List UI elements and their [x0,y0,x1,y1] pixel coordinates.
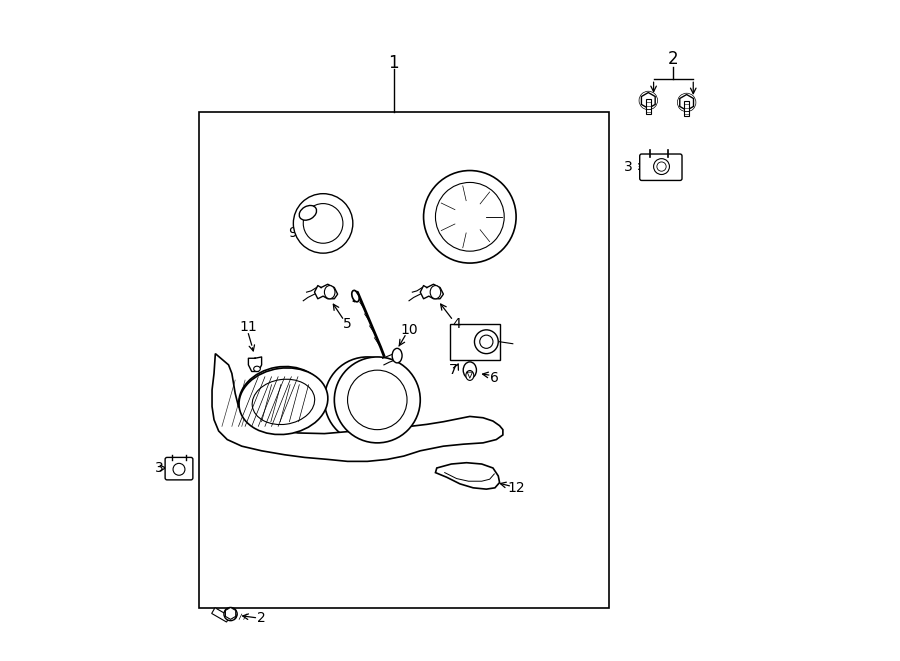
Ellipse shape [466,370,473,380]
FancyBboxPatch shape [165,457,193,480]
Circle shape [293,194,353,253]
Text: 2: 2 [257,611,266,625]
Ellipse shape [464,362,476,378]
Ellipse shape [254,366,260,371]
Text: 12: 12 [508,481,525,495]
Ellipse shape [252,377,311,425]
Text: 11: 11 [239,320,257,334]
Circle shape [173,463,184,475]
Text: 3: 3 [624,159,633,174]
Ellipse shape [238,366,324,434]
Bar [450,324,500,360]
Text: 7: 7 [449,363,458,377]
Circle shape [653,159,670,175]
Ellipse shape [352,290,359,302]
Text: 1: 1 [389,54,399,72]
Polygon shape [436,463,500,489]
Bar [645,99,651,114]
Ellipse shape [239,368,328,434]
FancyBboxPatch shape [640,154,682,180]
Circle shape [424,171,516,263]
Polygon shape [212,354,503,461]
Text: 6: 6 [490,371,499,385]
Circle shape [224,607,238,621]
Bar [212,607,230,622]
Text: 9: 9 [288,225,297,240]
Text: 3: 3 [155,461,164,475]
Ellipse shape [324,286,335,299]
Circle shape [334,357,420,443]
Circle shape [324,357,410,443]
Circle shape [474,330,499,354]
Bar [199,112,608,608]
Circle shape [303,204,343,243]
Text: 2: 2 [668,50,679,69]
Ellipse shape [299,206,317,220]
Circle shape [347,370,407,430]
Ellipse shape [430,286,441,299]
Circle shape [657,162,666,171]
Circle shape [480,335,493,348]
Text: 4: 4 [452,317,461,331]
Ellipse shape [392,348,402,363]
Text: 10: 10 [400,323,418,338]
Circle shape [338,370,397,430]
Bar [684,101,689,116]
Text: 5: 5 [343,317,352,331]
Ellipse shape [252,379,315,424]
Circle shape [436,182,504,251]
Text: 8: 8 [435,209,444,223]
